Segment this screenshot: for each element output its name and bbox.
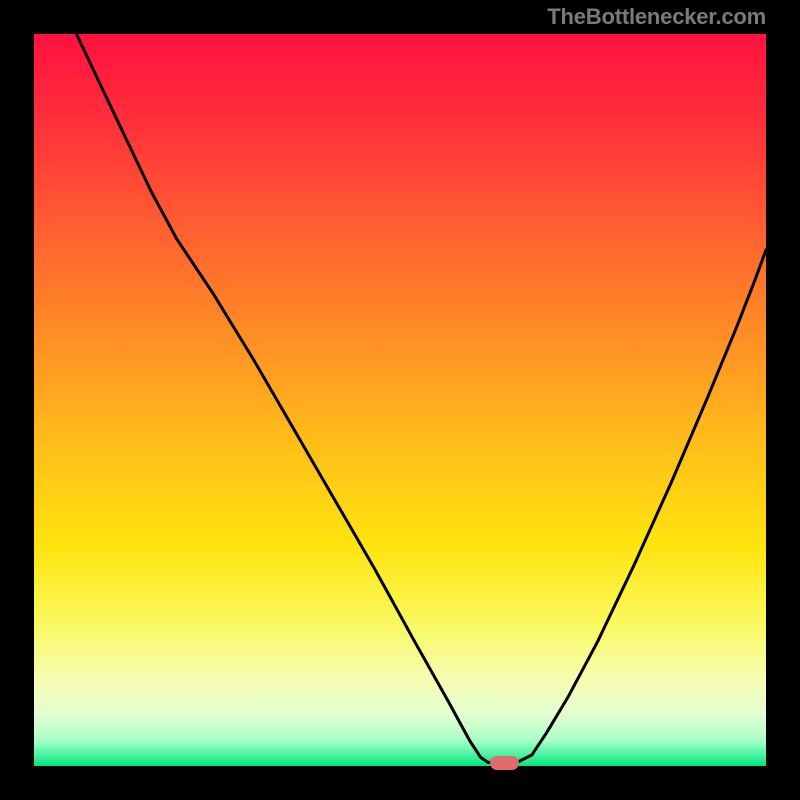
figure-frame: TheBottlenecker.com <box>0 0 800 800</box>
plot-area <box>34 34 766 766</box>
watermark-text: TheBottlenecker.com <box>547 4 766 30</box>
bottleneck-curve <box>34 34 766 766</box>
optimum-marker <box>490 756 519 769</box>
